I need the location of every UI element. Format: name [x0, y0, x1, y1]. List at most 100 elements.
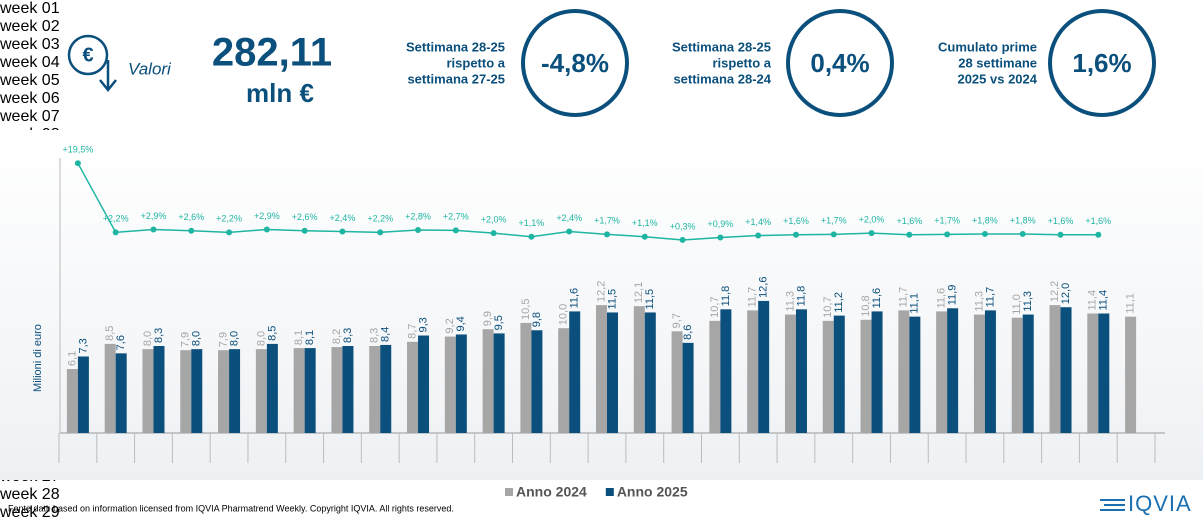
- growth-point: [1057, 231, 1064, 238]
- growth-label: +2,9%: [141, 211, 167, 221]
- kpi-text: 2025 vs 2024: [957, 71, 1037, 86]
- bar: [671, 331, 683, 433]
- growth-label: +1,7%: [594, 216, 620, 226]
- growth-point: [452, 227, 459, 234]
- bar-value-label: 10,7: [822, 296, 834, 317]
- bar-value-label: 9,2: [444, 318, 456, 333]
- bar: [909, 316, 921, 433]
- bar: [380, 344, 392, 433]
- growth-point: [830, 231, 837, 238]
- bar: [520, 322, 532, 433]
- header-unit: mln €: [246, 78, 314, 108]
- x-tick-label: week 07: [0, 108, 60, 125]
- bar-value-label: 9,9: [482, 311, 494, 326]
- bar: [342, 346, 354, 433]
- growth-point: [604, 231, 610, 238]
- kpi-value: -4,8%: [541, 48, 609, 78]
- bar: [747, 310, 759, 433]
- bar-value-label: 7,9: [180, 332, 192, 347]
- bar-value-label: 9,7: [671, 313, 683, 328]
- bar-value-label: 7,6: [115, 335, 127, 350]
- bar-value-label: 8,5: [266, 326, 278, 341]
- bar-value-label: 11,6: [871, 288, 883, 309]
- bar-value-label: 12,0: [1060, 283, 1072, 304]
- bar: [531, 330, 543, 433]
- bar: [418, 335, 430, 433]
- bar-value-label: 6,1: [66, 351, 78, 366]
- growth-point: [528, 233, 535, 240]
- growth-point: [301, 227, 308, 234]
- bar: [936, 311, 948, 433]
- bar: [720, 309, 732, 433]
- bar-value-label: 8,0: [255, 331, 267, 346]
- growth-point: [74, 160, 81, 167]
- bar-value-label: 12,1: [633, 282, 645, 303]
- growth-label: +1,6%: [1085, 216, 1111, 226]
- growth-point: [150, 226, 157, 233]
- bar: [444, 336, 456, 433]
- growth-label: +1,4%: [745, 217, 771, 227]
- growth-point: [641, 233, 648, 240]
- growth-point: [1019, 230, 1026, 237]
- bar-value-label: 8,1: [304, 330, 316, 345]
- growth-point: [981, 230, 988, 237]
- bar: [633, 306, 645, 433]
- bar: [293, 348, 305, 433]
- growth-point: [566, 228, 573, 235]
- bar-value-label: 11,6: [936, 288, 948, 309]
- growth-label: +2,2%: [367, 214, 393, 224]
- header-label: Valori: [128, 59, 172, 78]
- bar: [255, 349, 267, 433]
- growth-label: +2,9%: [254, 211, 280, 221]
- x-tick-label: week 01: [0, 0, 60, 17]
- growth-label: +2,7%: [443, 212, 469, 222]
- kpi-text: Settimana 28-25: [672, 39, 771, 54]
- kpi-text: settimana 27-25: [407, 71, 505, 86]
- kpi-circle: [1048, 9, 1156, 117]
- x-tick-label: week 29: [0, 504, 60, 517]
- growth-label: +2,2%: [216, 214, 242, 224]
- growth-label: +1,7%: [934, 216, 960, 226]
- growth-label: +2,6%: [178, 212, 204, 222]
- logo: IQVIA: [1128, 491, 1192, 516]
- bar: [569, 311, 581, 433]
- bar: [115, 353, 127, 433]
- bar: [682, 342, 694, 433]
- bar-value-label: 11,4: [1087, 290, 1099, 311]
- bar: [153, 346, 165, 433]
- growth-point: [490, 230, 497, 237]
- bar: [709, 320, 721, 433]
- bar: [331, 347, 343, 433]
- bar: [973, 314, 985, 433]
- bar: [77, 356, 89, 433]
- bar: [1022, 314, 1034, 433]
- bar: [66, 369, 78, 433]
- bar: [369, 346, 381, 433]
- bar: [180, 350, 192, 433]
- bar: [493, 333, 505, 433]
- x-tick-label: week 28: [0, 486, 60, 503]
- bar: [266, 343, 278, 433]
- bar: [304, 348, 316, 433]
- legend-label: Anno 2025: [617, 484, 688, 500]
- bar-value-label: 12,2: [1049, 281, 1061, 302]
- bar-value-label: 11,1: [1125, 293, 1137, 314]
- kpi-value: 1,6%: [1072, 48, 1131, 78]
- bar-value-label: 9,3: [417, 317, 429, 332]
- growth-point: [1095, 231, 1102, 238]
- bar-value-label: 10,7: [709, 296, 721, 317]
- bar-value-label: 11,3: [973, 291, 985, 312]
- kpi-text: 28 settimane: [958, 55, 1037, 70]
- growth-point: [415, 226, 422, 233]
- bar-value-label: 8,2: [331, 329, 343, 344]
- x-tick-label: week 02: [0, 18, 60, 35]
- bar: [1011, 317, 1023, 433]
- bar-value-label: 8,1: [293, 330, 305, 345]
- bar-value-label: 11,6: [569, 288, 581, 309]
- bar: [607, 312, 618, 433]
- x-tick-label: week 04: [0, 54, 60, 71]
- bar: [558, 328, 570, 433]
- bar: [947, 308, 959, 433]
